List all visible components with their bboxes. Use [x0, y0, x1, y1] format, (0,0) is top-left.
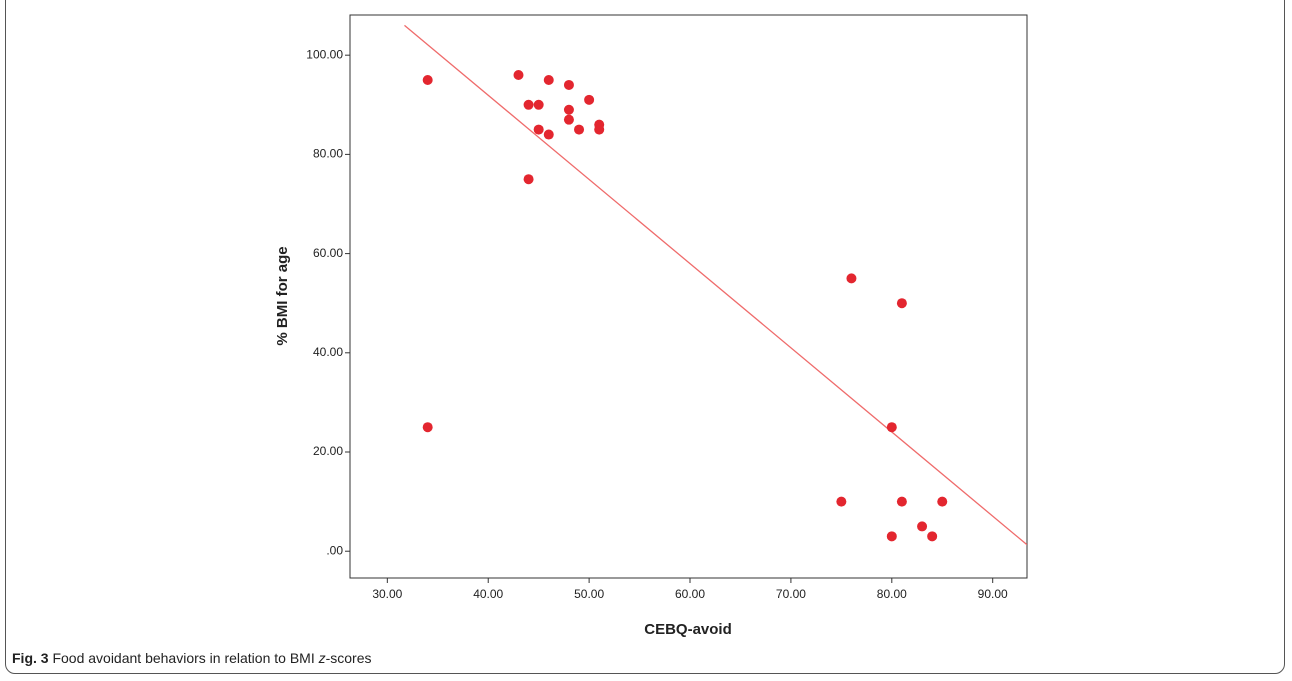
caption-suffix: -scores — [325, 650, 372, 666]
point — [543, 74, 554, 85]
point — [917, 521, 928, 532]
point — [563, 104, 574, 115]
point — [523, 99, 534, 110]
x-tick-label: 70.00 — [776, 587, 806, 601]
point — [523, 174, 534, 185]
point — [594, 124, 605, 135]
point — [886, 531, 897, 542]
point — [513, 70, 524, 81]
point — [927, 531, 938, 542]
point — [584, 94, 595, 105]
x-tick-label: 40.00 — [473, 587, 503, 601]
caption: Fig. 3 Food avoidant behaviors in relati… — [12, 650, 372, 666]
point — [533, 124, 544, 135]
plot-area — [349, 14, 1028, 579]
y-tick-label: 80.00 — [313, 147, 343, 161]
y-tick-label: 40.00 — [313, 345, 343, 359]
caption-italic: z — [318, 650, 326, 666]
x-tick-label: 30.00 — [372, 587, 402, 601]
chart: CEBQ-avoid % BMI for age .00 20.00 40.00 60… — [274, 14, 1028, 638]
caption-label: Fig. 3 — [12, 650, 49, 666]
y-tick-label: 20.00 — [313, 444, 343, 458]
y-tick-label: 100.00 — [306, 47, 343, 61]
point — [846, 273, 857, 284]
point — [836, 496, 847, 507]
y-axis-label: % BMI for age — [274, 246, 291, 345]
x-tick-label: 90.00 — [978, 587, 1008, 601]
caption-text: Food avoidant behaviors in relation to B… — [52, 650, 319, 666]
point — [937, 496, 948, 507]
figure-frame — [5, 0, 1285, 674]
point — [422, 422, 433, 433]
point — [574, 124, 585, 135]
x-axis-label: CEBQ-avoid — [644, 621, 732, 638]
point — [886, 422, 897, 433]
point — [896, 298, 907, 309]
x-tick-label: 80.00 — [877, 587, 907, 601]
y-tick-label: 60.00 — [313, 246, 343, 260]
point — [563, 114, 574, 125]
point — [563, 79, 574, 90]
point — [533, 99, 544, 110]
x-tick-label: 50.00 — [574, 587, 604, 601]
x-tick-label: 60.00 — [675, 587, 705, 601]
trend-line — [404, 24, 1027, 546]
point — [422, 74, 433, 85]
y-tick-label: .00 — [326, 543, 343, 557]
point — [543, 129, 554, 140]
point — [896, 496, 907, 507]
